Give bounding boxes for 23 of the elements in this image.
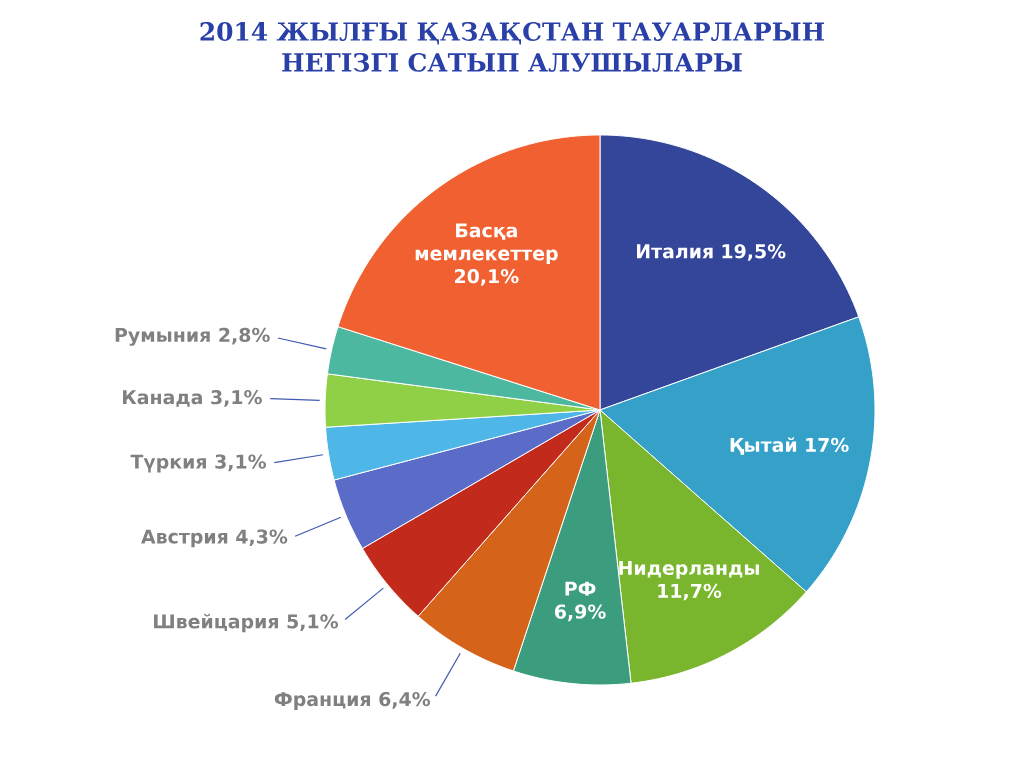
data-label: 2,8% [219,327,270,345]
data-label: 20,1% [455,269,519,286]
slice-label: Канада [123,390,202,407]
slice-label: Швейцария [154,613,278,633]
chart-title: 2014 ЖЫЛҒЫ ҚАЗАҚСТАН ТАУАРЛАРЫН НЕГІЗГІ САТЫП АЛУШЫЛАРЫ [200,22,825,72]
data-label: 11,7% [658,583,722,601]
slice-label: Румыния [115,327,210,346]
slice-label: РФ [565,581,596,596]
data-label: 3,1% [211,390,262,407]
data-label: 3,1% [215,454,267,472]
slice-label: Нидерланды [619,560,759,579]
slice-label: Франция [274,692,371,710]
data-label: 4,3% [236,529,288,547]
slice-label: Италия [637,244,713,259]
slice-label: Австрия [141,529,228,548]
data-label: 19,5% [722,244,786,261]
slice-label: Қытай [730,437,797,455]
slice-label: Басқа мемлекеттер [415,223,558,265]
data-label: 6,9% [555,604,606,622]
data-label: 17% [806,437,849,453]
data-label: 6,4% [379,691,431,709]
data-label: 5,1% [287,614,339,631]
slice-label: Түркия [130,454,206,473]
